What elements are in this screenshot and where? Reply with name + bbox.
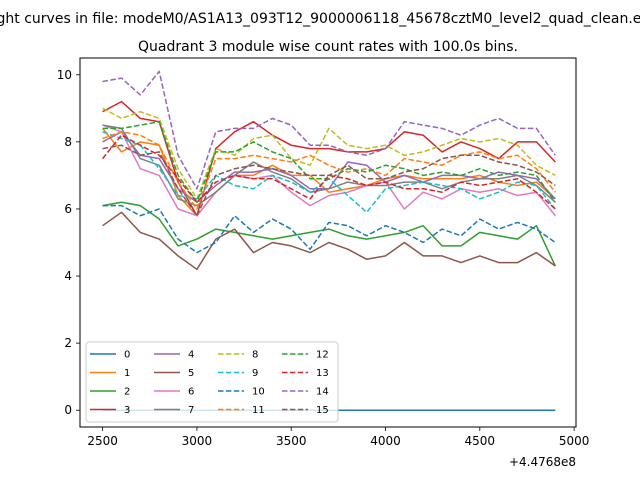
legend-label-9: 9 bbox=[252, 368, 258, 379]
legend-label-6: 6 bbox=[188, 387, 194, 398]
x-tick-label: 3500 bbox=[276, 434, 307, 448]
figure-suptitle: Light curves in file: modeM0/AS1A13_093T… bbox=[0, 11, 640, 27]
legend-label-7: 7 bbox=[188, 405, 194, 416]
series-line-13 bbox=[102, 134, 556, 210]
legend-label-8: 8 bbox=[252, 350, 258, 361]
series-line-3 bbox=[102, 100, 556, 217]
y-tick-label: 6 bbox=[64, 202, 72, 216]
legend-label-10: 10 bbox=[252, 387, 265, 398]
x-tick-label: 4500 bbox=[465, 434, 496, 448]
series-line-15 bbox=[102, 144, 556, 217]
legend-label-15: 15 bbox=[316, 405, 329, 416]
legend-label-0: 0 bbox=[124, 350, 130, 361]
legend-label-12: 12 bbox=[316, 350, 329, 361]
series-line-12 bbox=[102, 120, 556, 203]
legend-label-11: 11 bbox=[252, 405, 265, 416]
y-tick-label: 2 bbox=[64, 336, 72, 350]
x-tick-label: 4000 bbox=[370, 434, 401, 448]
series-line-8 bbox=[102, 107, 556, 200]
y-tick-label: 8 bbox=[64, 135, 72, 149]
legend-label-14: 14 bbox=[316, 387, 329, 398]
legend-box bbox=[85, 341, 339, 423]
legend-label-2: 2 bbox=[124, 387, 130, 398]
series-line-5 bbox=[102, 211, 556, 271]
legend-label-5: 5 bbox=[188, 368, 194, 379]
series-line-6 bbox=[102, 124, 556, 217]
legend-label-3: 3 bbox=[124, 405, 130, 416]
series-line-14 bbox=[102, 70, 556, 190]
series-line-10 bbox=[102, 204, 556, 254]
x-tick-label: 3000 bbox=[182, 434, 213, 448]
legend-label-4: 4 bbox=[188, 350, 194, 361]
x-tick-label: 2500 bbox=[87, 434, 118, 448]
series-layer bbox=[102, 70, 556, 411]
series-line-11 bbox=[102, 131, 556, 210]
series-line-2 bbox=[102, 201, 556, 267]
chart-title: Quadrant 3 module wise count rates with … bbox=[138, 39, 518, 55]
legend-label-13: 13 bbox=[316, 368, 329, 379]
plot-frame bbox=[79, 57, 577, 428]
y-tick-label: 0 bbox=[64, 403, 72, 417]
legend-label-1: 1 bbox=[124, 368, 130, 379]
y-tick-label: 4 bbox=[64, 269, 72, 283]
y-tick-label: 10 bbox=[57, 68, 72, 82]
x-offset-label: +4.4768e8 bbox=[509, 455, 576, 469]
series-line-7 bbox=[102, 124, 556, 207]
x-tick-label: 5000 bbox=[559, 434, 590, 448]
